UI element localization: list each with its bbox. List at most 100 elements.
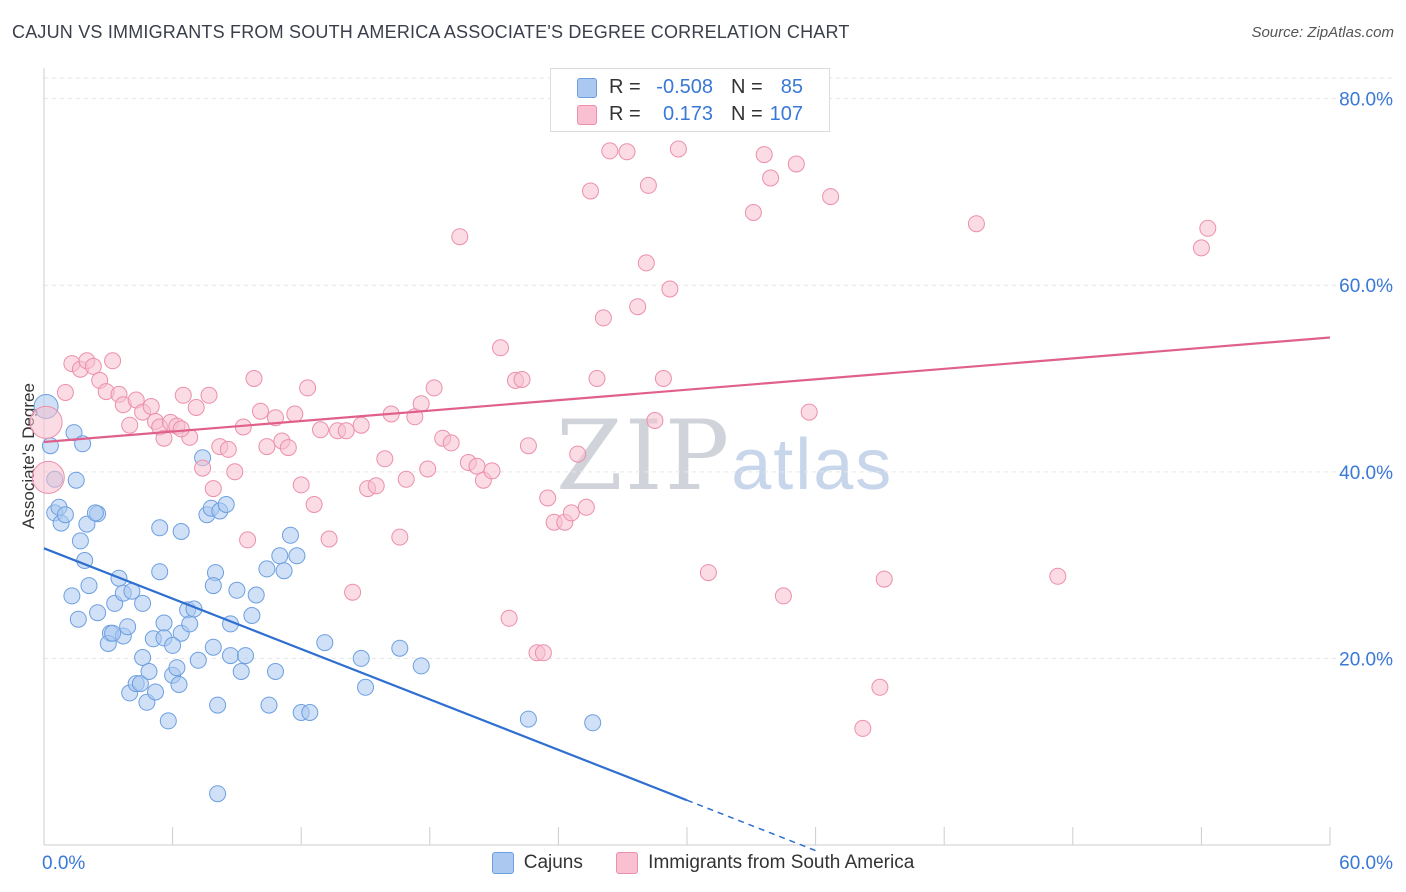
cajun-point: [134, 594, 152, 612]
immigrant-point: [245, 370, 263, 387]
immigrant-point: [762, 169, 780, 187]
cajun-point: [260, 696, 278, 714]
x-tick-label: 60.0%: [1339, 853, 1393, 874]
legend-swatch-cajuns: [491, 852, 514, 874]
immigrant-point: [654, 370, 672, 387]
immigrant-point: [639, 176, 657, 194]
cajun-point: [275, 562, 293, 580]
cajun-trend-line: [43, 547, 688, 802]
immigrant-point: [305, 496, 323, 513]
y-tick-label: 80.0%: [1339, 90, 1393, 111]
cajun-point: [243, 607, 261, 624]
stats-n-value: 85: [780, 76, 803, 98]
cajun-point: [80, 577, 98, 595]
cajun-point: [204, 577, 222, 595]
immigrant-point: [142, 398, 160, 415]
immigrant-point: [594, 309, 612, 327]
immigrant-point: [226, 463, 244, 481]
immigrant-point: [637, 254, 655, 272]
x-tick-label: 0.0%: [42, 853, 85, 874]
cajun-point: [63, 587, 81, 605]
y-tick-label: 60.0%: [1339, 276, 1393, 297]
cajun-point: [67, 471, 85, 489]
immigrant-point: [875, 570, 893, 588]
immigrant-point: [539, 489, 557, 507]
immigrant-point: [534, 644, 552, 662]
cajun-point: [301, 704, 319, 721]
immigrant-point: [391, 528, 409, 546]
cajun-point: [228, 581, 246, 599]
stats-swatch-immigrants: [577, 105, 597, 125]
immigrant-point: [174, 386, 192, 404]
immigrant-point: [492, 339, 509, 357]
immigrant-point: [1049, 567, 1067, 585]
immigrant-point: [1192, 239, 1210, 257]
legend-label-cajuns: Cajuns: [523, 852, 583, 873]
source-label: Source: ZipAtlas.com: [1251, 24, 1394, 41]
immigrant-point: [967, 215, 985, 233]
cajun-point: [258, 560, 276, 578]
immigrant-point: [312, 421, 329, 439]
cajun-point: [204, 638, 222, 656]
immigrant-point: [661, 280, 679, 298]
cajun-point: [140, 663, 158, 680]
cajun-point: [164, 636, 182, 654]
cajun-point: [151, 563, 169, 581]
immigrant-point: [569, 445, 587, 463]
cajun-point: [209, 696, 227, 714]
cajun-point: [247, 586, 265, 604]
immigrant-point: [258, 438, 276, 456]
immigrant-point: [267, 409, 284, 427]
immigrant-point: [337, 422, 355, 440]
stats-r-label: R =: [609, 76, 641, 98]
immigrant-point: [442, 434, 460, 452]
stats-legend: R = -0.508 N = 85 R = 0.173 N = 107: [550, 68, 830, 132]
cajun-point: [134, 649, 152, 666]
immigrant-point: [699, 564, 717, 582]
cajun-point: [519, 710, 537, 728]
immigrant-point: [292, 476, 310, 494]
immigrant-point: [252, 402, 269, 420]
immigrant-point: [787, 155, 805, 173]
stats-r-value: -0.508: [656, 76, 713, 98]
watermark-atlas: atlas: [731, 425, 894, 505]
immigrant-point: [451, 228, 469, 246]
immigrant-point: [219, 440, 237, 458]
immigrant-point: [204, 480, 222, 498]
y-tick-label: 40.0%: [1339, 463, 1393, 484]
immigrant-point: [618, 143, 636, 161]
cajun-point: [71, 532, 89, 550]
cajun-point: [119, 618, 137, 636]
immigrant-point: [519, 437, 537, 455]
cajun-point: [159, 712, 177, 730]
immigrant-point: [31, 460, 65, 494]
cajun-point: [69, 610, 87, 628]
immigrant-point: [121, 416, 139, 434]
immigrant-point: [419, 460, 437, 478]
immigrant-point: [352, 416, 370, 434]
cajun-point: [316, 634, 334, 652]
chart-title: CAJUN VS IMMIGRANTS FROM SOUTH AMERICA A…: [12, 22, 850, 42]
cajun-point: [89, 604, 107, 622]
cajun-point: [288, 547, 306, 565]
immigrant-point: [588, 370, 606, 387]
immigrant-point: [104, 352, 122, 370]
legend-item-immigrants[interactable]: Immigrants from South America: [616, 852, 914, 874]
immigrant-point: [562, 504, 580, 522]
immigrant-point: [577, 498, 595, 516]
y-tick-label: 20.0%: [1339, 649, 1393, 670]
immigrant-trend-line: [43, 336, 1331, 444]
immigrant-point: [412, 395, 430, 413]
legend-item-cajuns[interactable]: Cajuns: [491, 852, 583, 874]
cajun-point: [181, 615, 199, 633]
immigrant-point: [646, 412, 664, 429]
cajun-point: [271, 547, 289, 565]
immigrant-point: [279, 439, 297, 457]
cajun-point: [56, 506, 74, 524]
cajun-point: [151, 519, 169, 537]
immigrant-point: [376, 450, 394, 468]
immigrant-point: [397, 470, 415, 488]
bottom-legend: Cajuns Immigrants from South America: [0, 852, 1406, 880]
immigrant-point: [155, 429, 173, 447]
